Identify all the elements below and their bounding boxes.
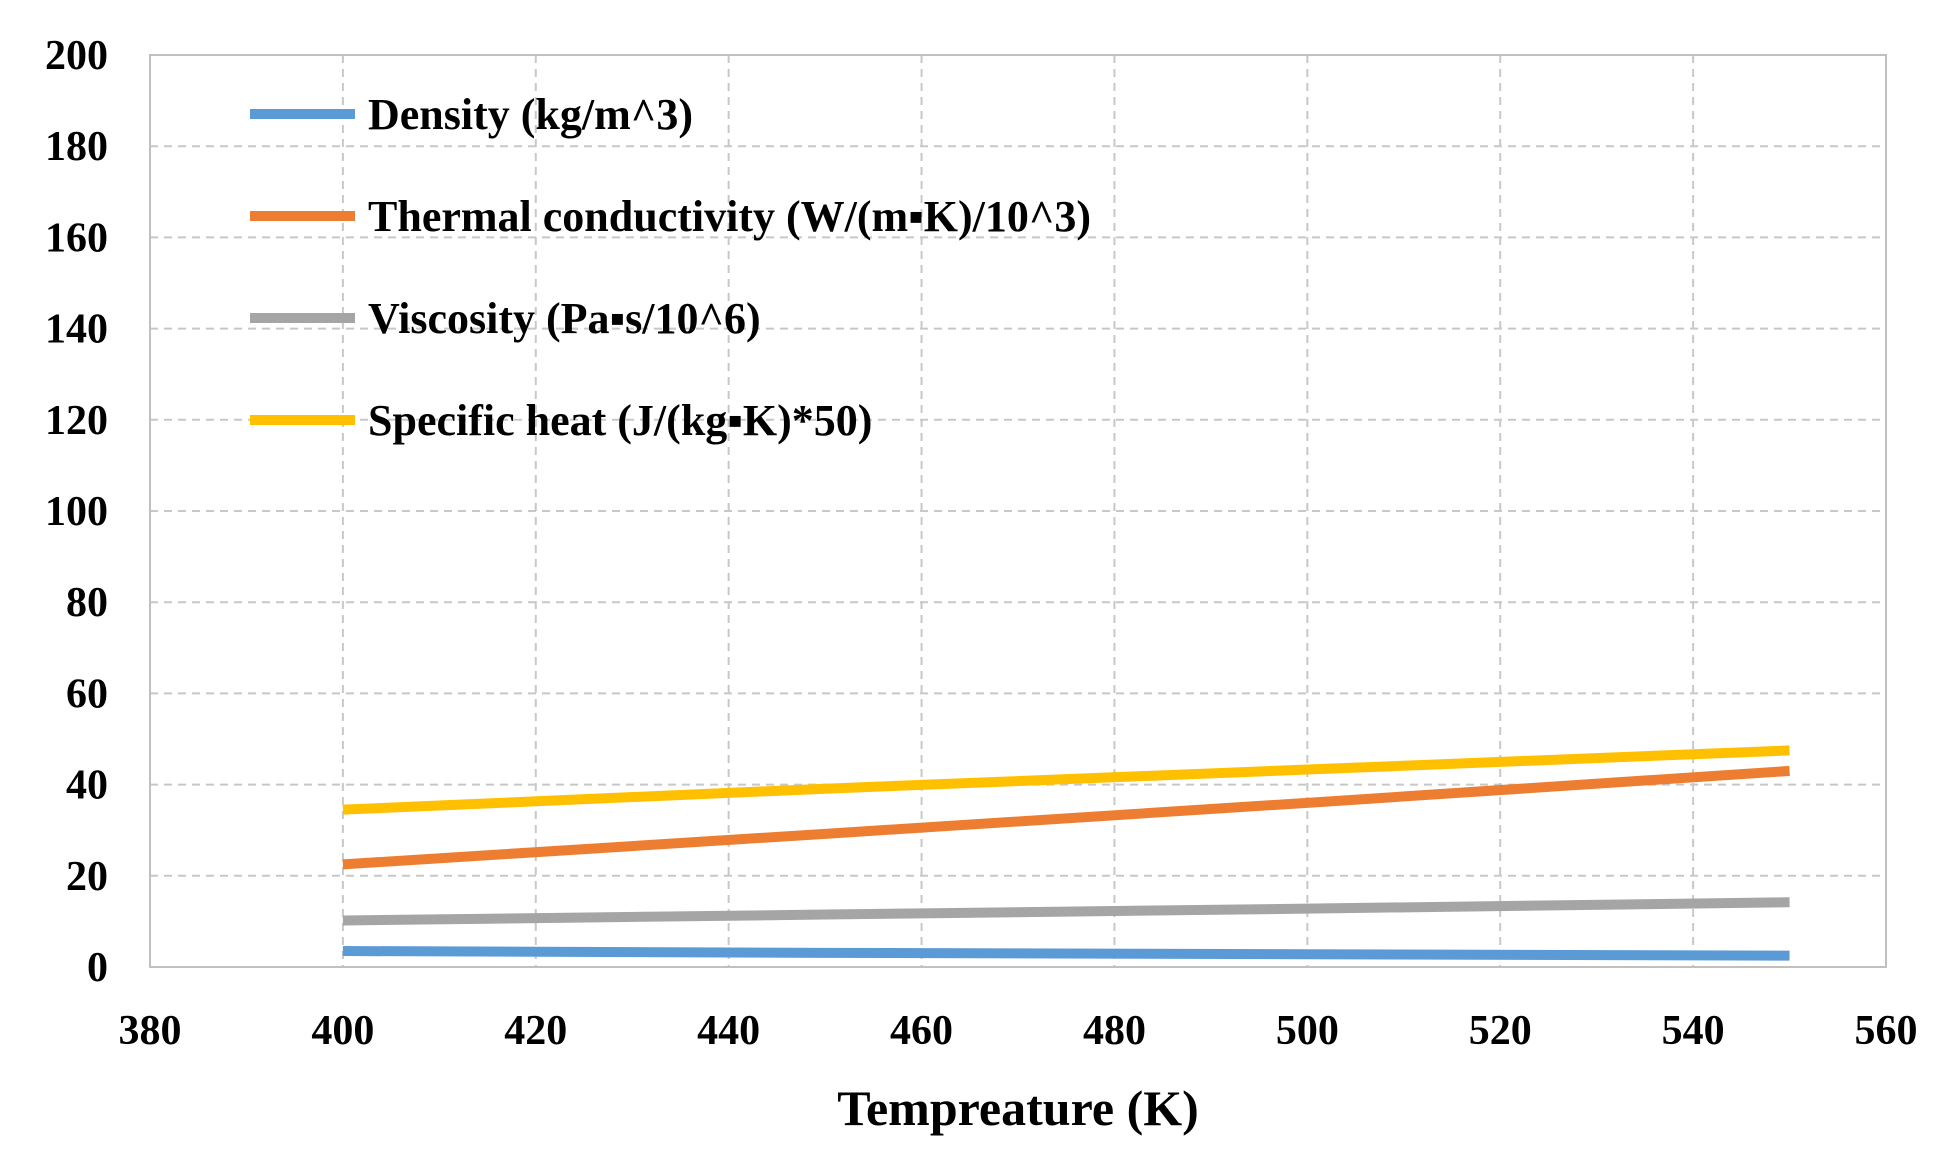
y-tick-label: 60 xyxy=(66,671,108,717)
x-axis-title: Tempreature (K) xyxy=(837,1080,1199,1136)
x-tick-label: 500 xyxy=(1276,1008,1339,1054)
x-tick-label: 540 xyxy=(1662,1008,1725,1054)
legend: Density (kg/m^3) Thermal conductivity (W/… xyxy=(250,90,1091,445)
y-tick-label: 80 xyxy=(66,580,108,626)
y-tick-label: 120 xyxy=(45,398,108,444)
legend-label-2: Viscosity (Pa▪s/10^6) xyxy=(368,294,761,343)
x-tick-label: 560 xyxy=(1855,1008,1918,1054)
series-line-3 xyxy=(342,745,1790,815)
y-tick-label: 160 xyxy=(45,215,108,261)
plot-frame xyxy=(149,54,1887,968)
y-tick-label: 40 xyxy=(66,763,108,809)
y-tick-label: 0 xyxy=(87,945,108,991)
series-line-2 xyxy=(342,897,1790,926)
y-tick-label: 200 xyxy=(45,33,108,79)
x-tick-label: 520 xyxy=(1469,1008,1532,1054)
x-tick-label: 380 xyxy=(119,1008,182,1054)
series-line-0 xyxy=(342,946,1790,961)
x-tick-label: 420 xyxy=(504,1008,567,1054)
y-axis-tick-labels: 0 20 40 60 80 100 120 140 160 180 200 xyxy=(45,33,108,991)
series-layer xyxy=(342,745,1790,961)
legend-label-1: Thermal conductivity (W/(m▪K)/10^3) xyxy=(368,192,1091,241)
x-axis-tick-labels: 380 400 420 440 460 480 500 520 540 560 xyxy=(119,1008,1918,1054)
y-tick-label: 180 xyxy=(45,124,108,170)
x-tick-label: 460 xyxy=(890,1008,953,1054)
legend-label-3: Specific heat (J/(kg▪K)*50) xyxy=(368,396,872,445)
y-tick-label: 20 xyxy=(66,854,108,900)
x-tick-label: 400 xyxy=(311,1008,374,1054)
series-line-1 xyxy=(342,765,1790,870)
x-tick-label: 440 xyxy=(697,1008,760,1054)
x-tick-label: 480 xyxy=(1083,1008,1146,1054)
y-tick-label: 100 xyxy=(45,489,108,535)
y-tick-label: 140 xyxy=(45,307,108,353)
legend-label-0: Density (kg/m^3) xyxy=(368,90,693,139)
